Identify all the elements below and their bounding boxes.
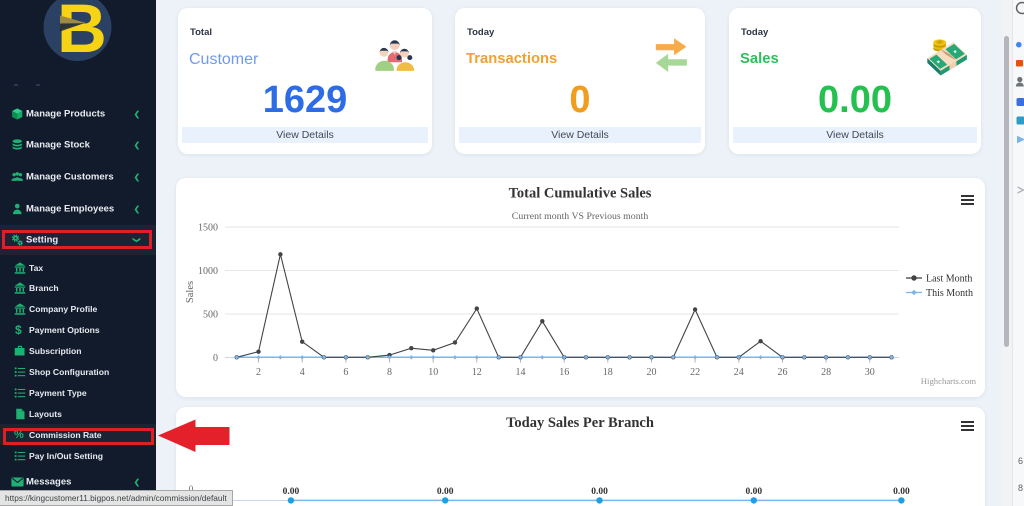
svg-text:Last Month: Last Month [926, 274, 972, 285]
svg-text:8: 8 [1018, 483, 1023, 493]
svg-text:24: 24 [734, 367, 744, 378]
svg-text:Highcharts.com: Highcharts.com [921, 376, 976, 386]
svg-text:0.00: 0.00 [591, 487, 608, 497]
svg-text:B: B [57, 0, 107, 67]
svg-text:Current month VS Previous mont: Current month VS Previous month [512, 211, 649, 222]
svg-text:0: 0 [189, 484, 194, 494]
svg-text:0.00: 0.00 [893, 487, 910, 497]
svg-text:30: 30 [865, 367, 875, 378]
svg-text:1000: 1000 [198, 266, 218, 277]
svg-text:This Month: This Month [926, 288, 973, 299]
svg-text:Sales: Sales [185, 281, 196, 303]
svg-text:Today Sales Per Branch: Today Sales Per Branch [506, 415, 654, 431]
svg-text:14: 14 [516, 367, 526, 378]
svg-text:1500: 1500 [198, 223, 218, 234]
svg-text:8: 8 [387, 367, 392, 378]
svg-text:12: 12 [472, 367, 482, 378]
svg-text:0: 0 [213, 353, 218, 364]
svg-text:10: 10 [428, 367, 438, 378]
svg-text:4: 4 [300, 367, 305, 378]
svg-text:0.00: 0.00 [437, 487, 454, 497]
svg-text:500: 500 [203, 310, 218, 321]
svg-text:Total Cumulative Sales: Total Cumulative Sales [509, 186, 652, 202]
svg-text:6: 6 [343, 367, 348, 378]
svg-text:28: 28 [821, 367, 831, 378]
svg-text:22: 22 [690, 367, 700, 378]
svg-text:26: 26 [778, 367, 788, 378]
svg-text:20: 20 [647, 367, 657, 378]
svg-text:6: 6 [1018, 456, 1023, 466]
svg-text:16: 16 [559, 367, 569, 378]
svg-text:0.00: 0.00 [745, 487, 762, 497]
svg-text:2: 2 [256, 367, 261, 378]
svg-text:18: 18 [603, 367, 613, 378]
svg-text:0.00: 0.00 [283, 487, 300, 497]
